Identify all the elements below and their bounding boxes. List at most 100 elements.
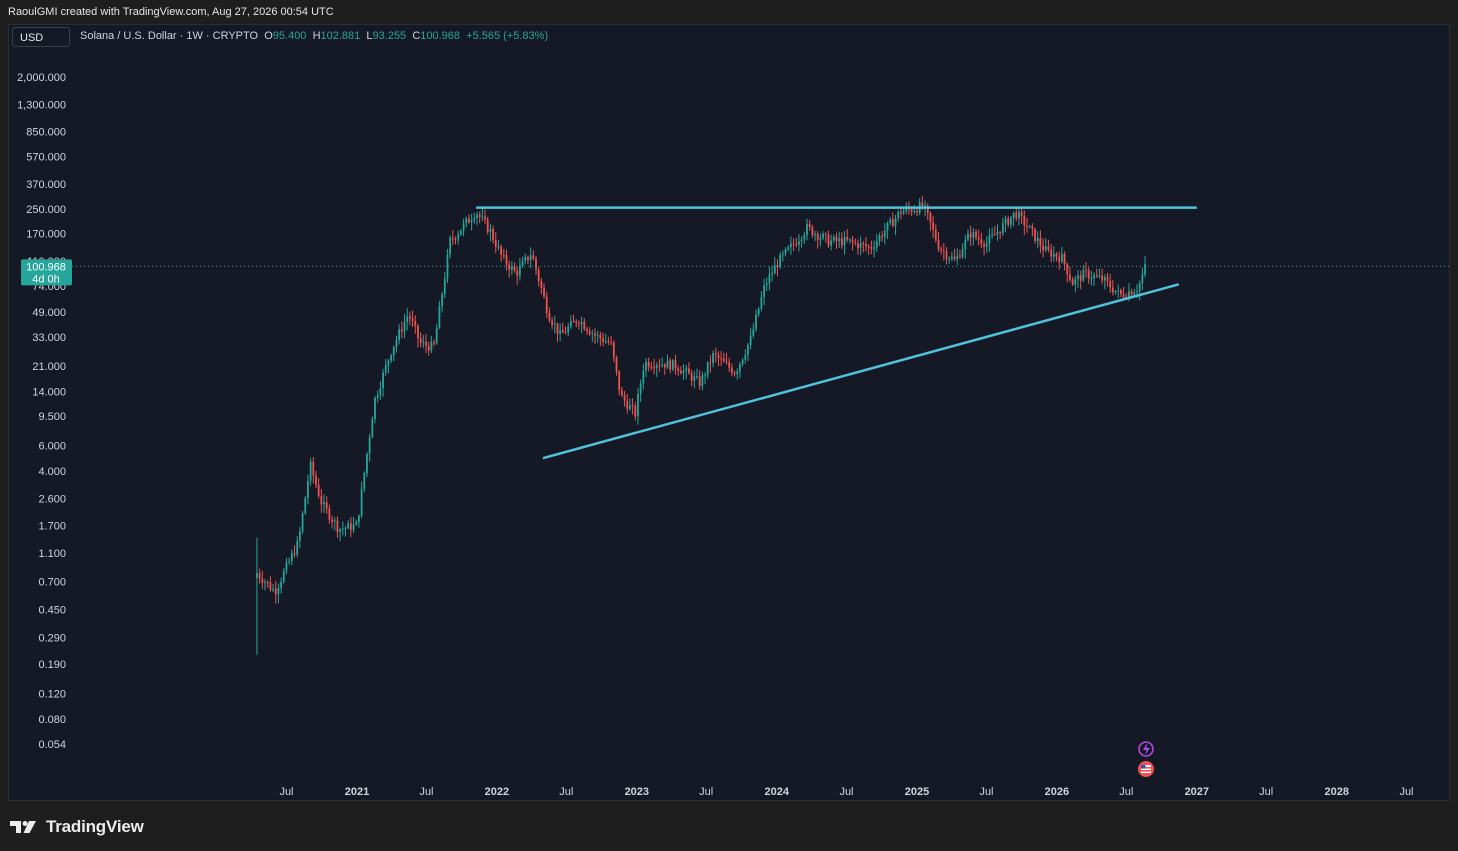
candle-body [956, 255, 959, 260]
candle-body [969, 233, 972, 238]
candle-body [690, 373, 693, 381]
candle-body [773, 265, 776, 274]
candle-body [921, 202, 924, 207]
candle-body [519, 265, 521, 276]
tradingview-logo[interactable]: TradingView [10, 817, 144, 837]
candle-body [655, 365, 658, 368]
candle-body [634, 405, 637, 417]
candle-body [360, 488, 363, 516]
candle-body [859, 243, 862, 249]
candle-body [392, 346, 395, 356]
candle-body [301, 513, 304, 532]
high-value: 102.881 [320, 30, 361, 42]
candle-body [752, 328, 755, 336]
candle-body [653, 367, 655, 369]
candle-body [972, 231, 975, 238]
y-axis-ticks: 2,000.000 1,300.000 850.000 570.000 370.000 2… [17, 72, 66, 751]
chart-pane[interactable] [8, 24, 1450, 801]
candle-body [838, 238, 841, 242]
candle-body [1095, 275, 1098, 277]
candle-body [1018, 211, 1020, 219]
candle-body [285, 562, 288, 572]
candle-body [1141, 274, 1144, 284]
candle-body [317, 484, 320, 496]
candle-body [524, 257, 527, 262]
y-tick-label: 6.000 [38, 440, 66, 452]
candle-body [878, 235, 881, 242]
candle-body [492, 229, 494, 240]
candle-body [478, 214, 481, 217]
events-markers[interactable] [1138, 741, 1154, 777]
candle-body [865, 244, 867, 247]
candle-body [661, 364, 664, 366]
x-tick-label: Jul [1399, 786, 1413, 798]
candle-body [623, 395, 626, 401]
candle-body [1133, 292, 1136, 295]
candle-body [277, 587, 280, 595]
currency-selector[interactable]: USD [12, 27, 70, 47]
candle-body [586, 328, 588, 331]
candle-body [1052, 253, 1055, 257]
candle-body [851, 239, 854, 243]
candle-body [545, 296, 548, 314]
candle-body [736, 371, 739, 375]
low-label: L [366, 30, 373, 42]
candle-body [816, 233, 819, 240]
candle-body [1085, 269, 1087, 271]
candle-body [757, 308, 760, 315]
candle-body [642, 370, 645, 384]
candle-body [529, 255, 532, 261]
candle-body [430, 341, 433, 351]
candle-body [328, 508, 331, 520]
candle-body [679, 370, 682, 374]
candle-body [806, 223, 808, 235]
candle-body [384, 364, 387, 373]
candle-body [1028, 226, 1031, 228]
x-tick-label: Jul [1119, 786, 1133, 798]
candle-body [685, 368, 688, 371]
y-tick-label: 49.000 [32, 307, 66, 319]
candle-body [784, 249, 787, 254]
candle-body [706, 362, 709, 376]
candle-body [513, 266, 516, 271]
candle-body [1128, 291, 1130, 298]
candle-body [800, 239, 803, 242]
candle-body [650, 367, 653, 369]
candle-body [682, 370, 685, 374]
candle-body [451, 237, 454, 239]
candle-body [781, 253, 784, 255]
candle-body [747, 344, 749, 355]
x-tick-label: Jul [559, 786, 573, 798]
candle-body [835, 236, 838, 242]
candle-body [934, 229, 937, 240]
y-tick-label: 0.700 [38, 577, 66, 589]
candle-body [494, 239, 497, 247]
candle-body [1071, 279, 1074, 285]
candle-body [1034, 228, 1036, 242]
candle-body [376, 395, 379, 398]
candle-body [1044, 246, 1047, 251]
candle-body [881, 235, 884, 238]
candle-body [400, 329, 403, 332]
x-tick-label: 2027 [1185, 786, 1209, 798]
candle-body [298, 531, 301, 541]
candle-body [977, 237, 980, 240]
candle-body [406, 316, 409, 322]
candle-body [1012, 212, 1015, 218]
candle-body [658, 365, 661, 367]
candle-body [521, 261, 524, 266]
candle-body [411, 318, 414, 322]
candle-body [1001, 223, 1004, 234]
candle-body [459, 230, 462, 235]
candle-body [870, 246, 873, 249]
candle-body [1103, 277, 1106, 281]
candle-body [771, 273, 774, 275]
candle-body [548, 313, 551, 321]
candle-body [961, 249, 964, 257]
candle-body [1093, 275, 1095, 279]
price-tag[interactable]: 100.968 4d 0h [21, 259, 72, 286]
candle-body [1031, 226, 1034, 229]
candle-body [425, 341, 427, 346]
candle-body [575, 321, 578, 324]
